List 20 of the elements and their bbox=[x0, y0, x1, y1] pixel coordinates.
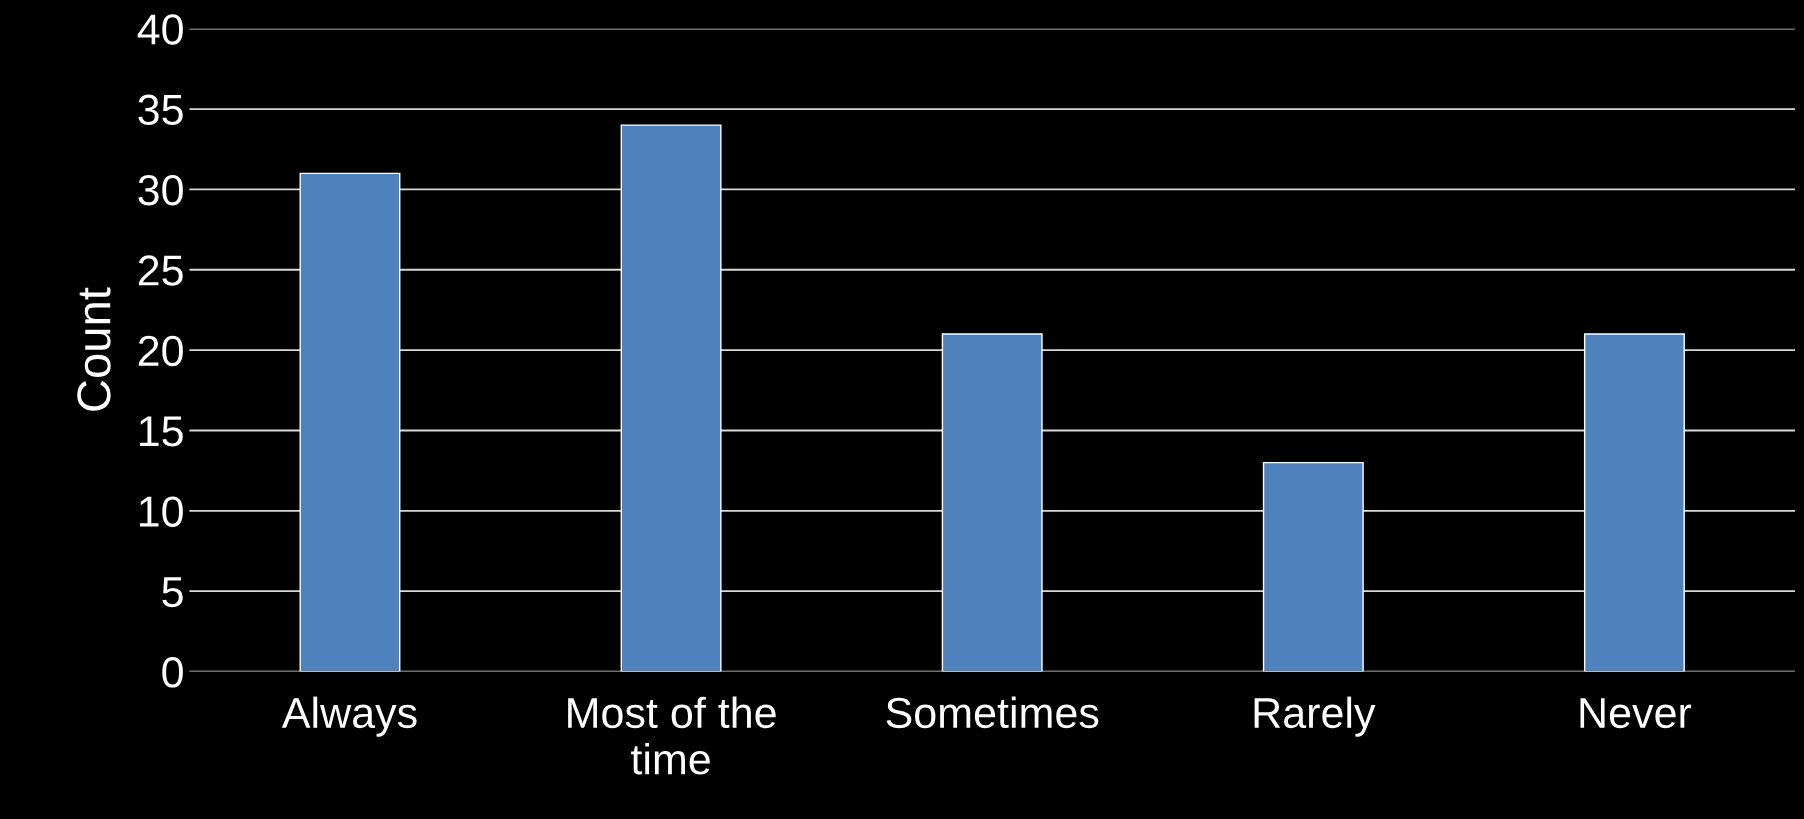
y-axis-title: Count bbox=[77, 287, 111, 411]
x-tick-label: Sometimes bbox=[886, 696, 1099, 729]
bar bbox=[1583, 333, 1685, 672]
y-tick-label: 5 bbox=[162, 577, 183, 608]
y-tick-label: 20 bbox=[138, 335, 183, 367]
y-tick-label: 30 bbox=[138, 174, 183, 206]
x-tick-label: Most of the time bbox=[568, 696, 776, 775]
x-tick-label: Never bbox=[1580, 698, 1692, 729]
bar bbox=[1262, 461, 1364, 672]
y-tick-label: 25 bbox=[138, 255, 183, 286]
y-tick-label: 15 bbox=[139, 416, 183, 447]
bar bbox=[941, 333, 1043, 672]
x-tick-label: Always bbox=[281, 696, 417, 737]
y-tick-label: 35 bbox=[138, 94, 183, 126]
x-tick-label: Rarely bbox=[1254, 696, 1376, 737]
bar bbox=[299, 172, 401, 672]
y-tick-label: 0 bbox=[162, 657, 183, 688]
y-tick-label: 40 bbox=[137, 14, 183, 45]
y-tick-label: 10 bbox=[139, 496, 183, 527]
bar bbox=[620, 124, 722, 672]
